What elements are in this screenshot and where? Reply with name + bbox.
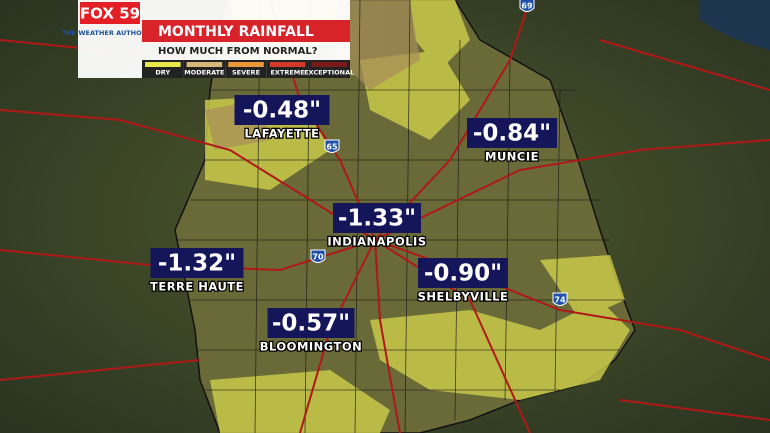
city-name: TERRE HAUTE [150,280,244,294]
city-name: BLOOMINGTON [260,340,363,354]
legend-swatch [228,62,264,67]
legend-swatch [186,62,223,67]
tagline: THE WEATHER AUTHORITY [62,29,159,37]
value-box [267,308,355,338]
rainfall-value: -0.84" [473,121,551,147]
legend-swatch [145,62,181,67]
value-box [467,118,557,148]
shield [324,139,340,153]
highway-number: 74 [554,296,566,305]
legend-label: EXTREME [270,69,304,77]
logo: FOX 59 [80,5,140,23]
header: FOX 59 THE WEATHER AUTHORITY MONTHLY RAI… [62,0,354,78]
legend-label: SEVERE [232,69,260,77]
legend: DRY MODERATE SEVERE EXTREME EXCEPTIONAL [142,60,354,78]
value-box [418,258,508,288]
logo-box [80,2,140,24]
city-name: LAFAYETTE [244,127,319,141]
value-box [333,203,421,233]
value-box [234,95,330,125]
legend-swatch [311,62,347,67]
legend-swatch [269,62,306,67]
shield [519,0,535,12]
rainfall-value: -1.33" [338,206,416,232]
title: MONTHLY RAINFALL [158,24,314,40]
rainfall-value: -0.90" [424,261,502,287]
legend-label: EXCEPTIONAL [304,69,354,77]
highway-number: 65 [326,143,338,152]
shield [310,249,326,263]
city-name: MUNCIE [485,150,539,164]
title-bar [142,20,350,42]
lake [700,0,770,50]
highway-number: 69 [521,2,533,11]
legend-label: MODERATE [184,69,224,77]
city-labels: -0.48" LAFAYETTE -0.84" MUNCIE -1.33" INDIANA… [149,95,557,355]
subtitle: HOW MUCH FROM NORMAL? [158,46,318,57]
rainfall-value: -0.57" [272,311,350,337]
value-box [150,248,244,278]
highway-shields: 65 70 74 69 [310,0,568,306]
highway-number: 70 [312,253,324,262]
legend-label: DRY [155,69,170,77]
rainfall-value: -1.32" [158,251,236,277]
shield [552,292,568,306]
city-name: INDIANAPOLIS [327,235,426,249]
city-name: SHELBYVILLE [418,290,509,304]
rainfall-value: -0.48" [243,98,321,124]
